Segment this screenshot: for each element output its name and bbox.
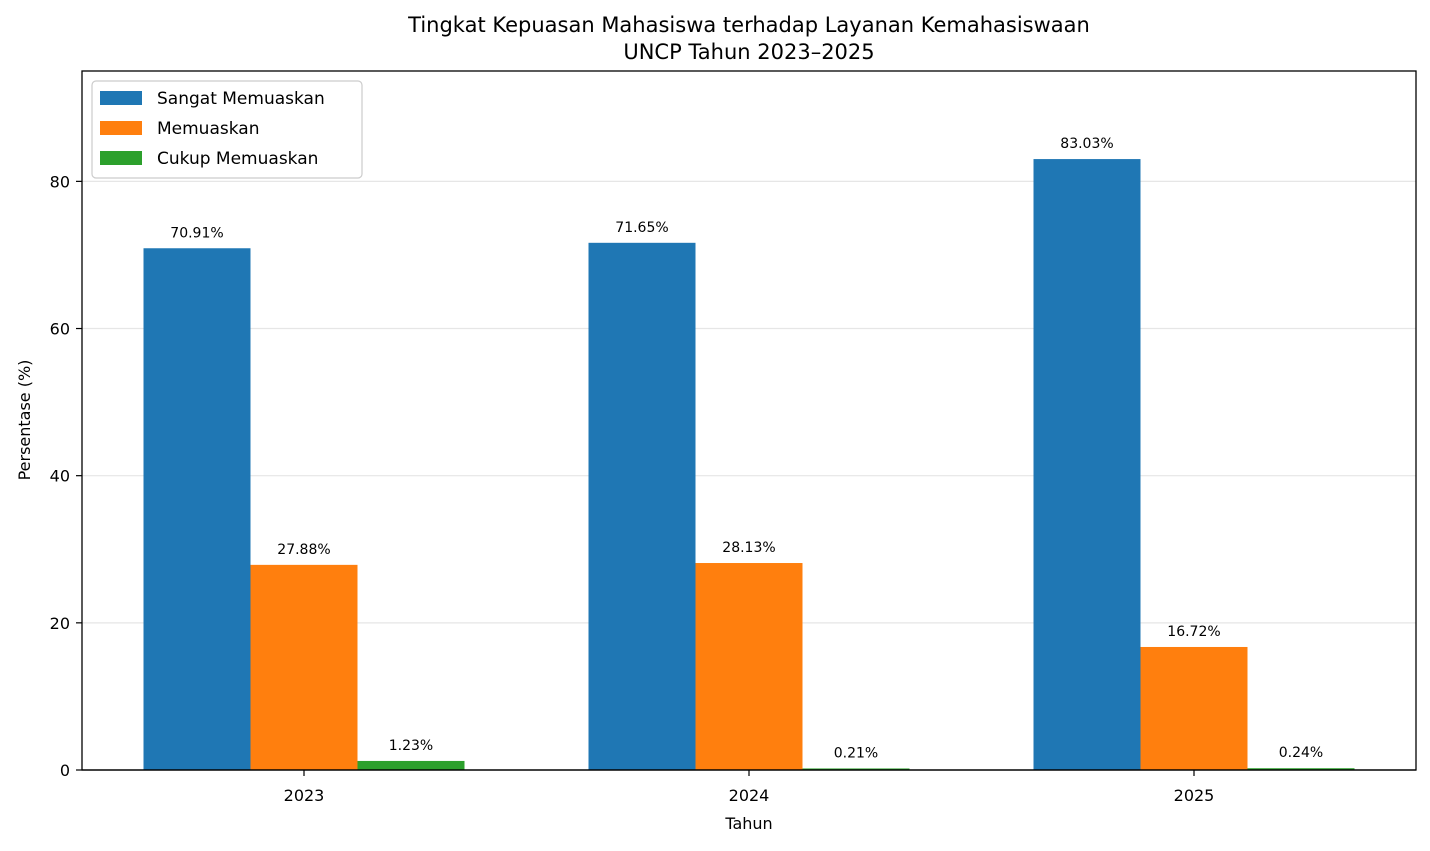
y-tick-label: 40: [50, 467, 70, 486]
legend-swatch: [100, 121, 142, 135]
bar-memuaskan-2023: [250, 564, 358, 770]
bar-value-label: 28.13%: [722, 540, 775, 556]
bar-cukup-memuaskan-2023: [357, 760, 465, 770]
bar-value-labels: 70.91% 71.65% 83.03% 27.88% 28.13% 16.72% 1.23…: [170, 136, 1323, 761]
bar-value-label: 27.88%: [277, 542, 330, 558]
x-tick-label: 2025: [1174, 786, 1215, 805]
x-tick-label: 2023: [284, 786, 325, 805]
bar-value-label: 16.72%: [1167, 624, 1220, 640]
bars: [143, 159, 1355, 771]
legend-label: Sangat Memuaskan: [157, 89, 325, 109]
x-axis-label: Tahun: [724, 814, 772, 833]
y-tick-label: 20: [50, 614, 70, 633]
chart-subtitle: UNCP Tahun 2023–2025: [623, 40, 874, 64]
bar-memuaskan-2025: [1140, 646, 1248, 770]
bar-value-label: 1.23%: [389, 738, 433, 754]
bar-sangat-memuaskan-2023: [143, 248, 251, 770]
y-axis-ticks: 0 20 40 60 80: [50, 172, 82, 780]
bar-cukup-memuaskan-2024: [802, 768, 910, 770]
bar-memuaskan-2024: [695, 563, 803, 770]
legend-label: Cukup Memuaskan: [157, 149, 318, 169]
chart-title: Tingkat Kepuasan Mahasiswa terhadap Laya…: [407, 13, 1090, 37]
y-tick-label: 80: [50, 172, 70, 191]
bar-value-label: 83.03%: [1060, 136, 1113, 152]
bar-value-label: 0.24%: [1279, 745, 1323, 761]
legend-swatch: [100, 91, 142, 105]
bar-sangat-memuaskan-2025: [1033, 159, 1141, 771]
bar-value-label: 0.21%: [834, 745, 878, 761]
legend-box: [91, 80, 363, 179]
bar-value-label: 71.65%: [615, 220, 668, 236]
legend-swatch: [100, 151, 142, 165]
x-axis-ticks: 2023 2024 2025: [82, 769, 1416, 805]
bar-cukup-memuaskan-2025: [1247, 768, 1355, 770]
y-axis-label: Persentase (%): [15, 360, 34, 481]
legend: Sangat Memuaskan Memuaskan Cukup Memuaskan: [91, 80, 363, 179]
y-tick-label: 60: [50, 320, 70, 339]
x-tick-label: 2024: [729, 786, 770, 805]
y-tick-label: 0: [60, 761, 70, 780]
bar-sangat-memuaskan-2024: [588, 242, 696, 771]
legend-label: Memuaskan: [157, 119, 259, 139]
bar-value-label: 70.91%: [170, 225, 223, 241]
